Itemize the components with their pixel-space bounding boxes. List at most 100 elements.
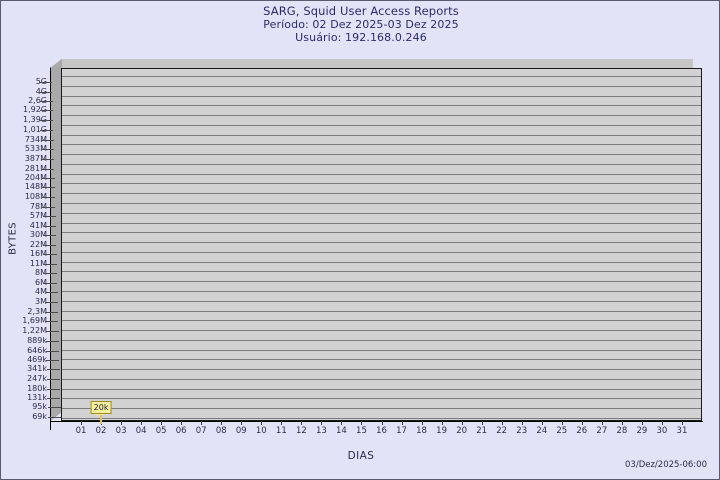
y-axis-tick-label: 734M <box>24 135 47 144</box>
y-axis-tick <box>44 283 57 284</box>
y-axis-tick-label: 131k <box>27 393 47 402</box>
x-axis-tick <box>622 421 623 425</box>
y-axis-tick-label: 1,01G <box>22 125 47 134</box>
y-axis-tick-label: 889k <box>27 336 47 345</box>
y-axis-tick <box>41 149 54 150</box>
y-axis-tick-label: 4G <box>36 88 47 96</box>
y-axis-tick-label: 11M <box>29 259 47 268</box>
x-axis-tick <box>81 421 82 425</box>
gridline <box>62 340 701 341</box>
gridline <box>62 291 701 292</box>
x-axis-tick-label: 11 <box>275 426 287 436</box>
y-axis-tick <box>45 312 58 313</box>
x-axis-tick-label: 12 <box>295 426 307 436</box>
x-axis-tick <box>562 421 563 425</box>
y-axis-tick-label: 6M <box>35 278 47 287</box>
gridline <box>62 174 701 175</box>
y-axis-tick <box>48 417 61 418</box>
gridline <box>62 115 701 116</box>
gridline <box>62 398 701 399</box>
x-axis-tick <box>502 421 503 425</box>
x-axis-title: DIAS <box>347 450 375 462</box>
x-axis-tick-label: 15 <box>356 426 367 436</box>
gridline <box>62 223 701 224</box>
x-axis-tick-label: 23 <box>516 426 528 436</box>
gridline <box>62 359 701 360</box>
gridline <box>62 379 701 380</box>
x-axis-tick-label: 14 <box>336 426 347 436</box>
x-axis-tick-label: 24 <box>536 426 548 436</box>
y-axis-tick <box>46 360 59 361</box>
gridline <box>62 232 701 233</box>
y-axis-tick <box>46 351 59 352</box>
y-axis-tick <box>46 331 59 332</box>
x-axis-tick-label: 28 <box>616 426 628 436</box>
y-axis-tick-label: 8M <box>35 268 47 277</box>
x-axis-tick <box>382 421 383 425</box>
x-axis-tick <box>161 421 162 425</box>
gridline <box>62 350 701 351</box>
y-axis-tick-label: 204M <box>24 173 47 182</box>
x-axis-tick <box>361 421 362 425</box>
gridline <box>62 96 701 97</box>
y-axis-tick <box>46 341 59 342</box>
y-axis-tick <box>44 273 57 274</box>
x-axis-tick-label: 22 <box>496 426 508 436</box>
y-axis-tick-label: 69k <box>32 412 47 421</box>
x-axis-tick-label: 16 <box>376 426 387 436</box>
y-axis-tick <box>39 82 52 83</box>
y-axis-tick-label: 5G <box>36 78 47 86</box>
y-axis-tick-label: 3M <box>35 297 47 306</box>
x-axis-tick <box>221 421 222 425</box>
plot-wrapper <box>50 59 703 429</box>
report-user: Usuário: 192.168.0.246 <box>295 31 427 44</box>
y-axis-tick <box>42 178 55 179</box>
y-axis-tick-label: 148M <box>24 182 47 191</box>
x-axis-tick-label: 17 <box>396 426 407 436</box>
y-axis-tick <box>40 120 53 121</box>
y-axis-tick-label: 1,22M <box>22 326 47 335</box>
x-axis-tick-label: 29 <box>636 426 648 436</box>
x-axis-tick <box>662 421 663 425</box>
gridline <box>62 330 701 331</box>
x-axis-tick-label: 30 <box>656 426 668 436</box>
x-axis-tick-label: 08 <box>215 426 227 436</box>
x-axis-tick <box>181 421 182 425</box>
gridline <box>62 242 701 243</box>
x-axis-tick-label: 05 <box>155 426 167 436</box>
gridline <box>62 135 701 136</box>
gridline <box>62 252 701 253</box>
y-axis-tick-label: 2,3M <box>27 307 47 316</box>
y-axis-tick <box>40 130 53 131</box>
x-axis-tick-label: 09 <box>235 426 247 436</box>
y-axis-tick-label: 387M <box>24 154 47 163</box>
x-axis-tick <box>201 421 202 425</box>
y-axis-tick <box>47 379 60 380</box>
y-axis-tick-label: 41M <box>29 221 47 230</box>
x-axis-tick <box>462 421 463 425</box>
y-axis-tick <box>41 159 54 160</box>
gridline <box>62 213 701 214</box>
y-axis-tick <box>43 235 56 236</box>
page-title: SARG, Squid User Access Reports <box>263 4 459 18</box>
y-axis-tick <box>45 292 58 293</box>
gridline <box>62 320 701 321</box>
y-axis-tick <box>42 197 55 198</box>
gridline <box>62 311 701 312</box>
plot-top-face <box>50 59 693 69</box>
x-axis-tick <box>141 421 142 425</box>
x-axis-tick-label: 03 <box>115 426 127 436</box>
y-axis-tick <box>43 226 56 227</box>
x-axis-tick <box>522 421 523 425</box>
y-axis-labels: 5G4G2,6G1,92G1,39G1,01G734M533M387M281M2… <box>1 59 47 439</box>
y-axis-tick-label: 4M <box>35 287 47 296</box>
y-axis-tick-label: 30M <box>29 230 47 239</box>
y-axis-line <box>50 68 51 430</box>
y-axis-tick <box>47 369 60 370</box>
gridline <box>62 271 701 272</box>
x-axis-tick-label: 26 <box>576 426 588 436</box>
y-axis-tick-label: 1,92G <box>22 105 47 114</box>
gridline <box>62 76 701 77</box>
x-axis-tick-label: 27 <box>596 426 608 436</box>
